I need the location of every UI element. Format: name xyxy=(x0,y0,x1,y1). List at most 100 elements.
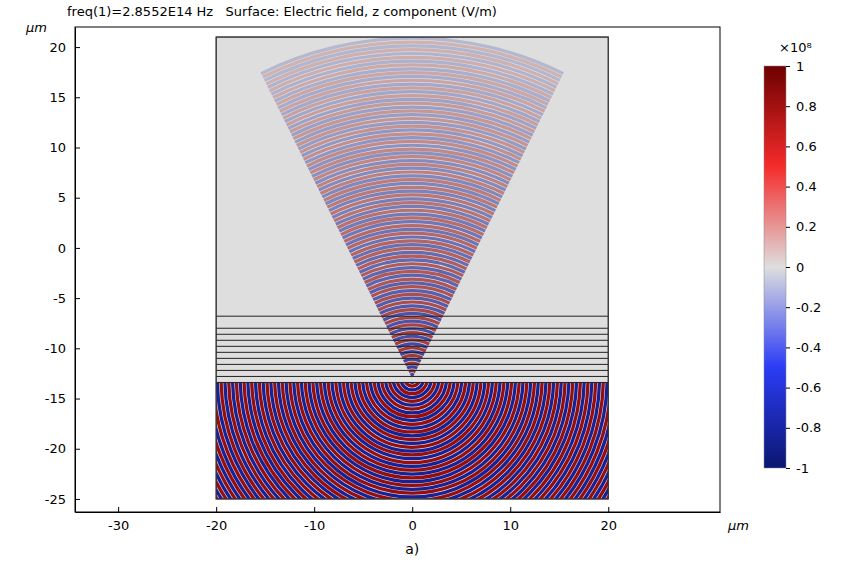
wavefront xyxy=(216,382,608,498)
layer-boundary xyxy=(216,358,608,359)
colorbar-tick: 0.4 xyxy=(786,179,817,194)
x-tick-label: -10 xyxy=(304,518,325,533)
y-axis-title: μm xyxy=(25,20,47,35)
chart: -30-20-1001020-25-20-15-10-505101520freq… xyxy=(0,0,862,564)
wavefront xyxy=(244,382,580,498)
wavefront xyxy=(347,232,477,250)
wavefront xyxy=(252,382,573,498)
colorbar-tick-label: -1 xyxy=(796,461,809,476)
x-axis: -30 -20 -10 0 10 20 xyxy=(76,507,721,533)
title: freq(1)=2.8552E14 Hz Surface: Electric f… xyxy=(67,4,497,19)
x-tick: 20 xyxy=(600,507,617,533)
wavefront xyxy=(406,365,418,369)
x-axis-title: μm xyxy=(727,518,749,533)
x-tick-mark xyxy=(314,507,315,512)
wavefront xyxy=(216,382,608,498)
y-tick-mark xyxy=(75,198,80,199)
x-tick: -10 xyxy=(304,507,325,533)
wavefront xyxy=(216,382,608,498)
y-tick: -25 xyxy=(45,492,80,507)
y-axis-line xyxy=(75,28,76,513)
wavefront xyxy=(262,40,562,78)
colorbar-tick-mark xyxy=(786,307,790,308)
wavefront xyxy=(400,350,425,356)
y-tick: -10 xyxy=(45,341,80,356)
wavefront xyxy=(363,382,462,428)
wavefront xyxy=(216,382,608,498)
colorbar-tick-mark xyxy=(786,227,790,228)
y-tick-label: 5 xyxy=(58,190,66,205)
colorbar-tick: -0.6 xyxy=(786,380,821,395)
wavefront xyxy=(354,247,471,264)
wavefront xyxy=(298,121,527,151)
wavefront xyxy=(216,382,608,498)
x-tick-mark xyxy=(412,507,413,512)
wavefront xyxy=(259,382,565,498)
y-tick-label: 15 xyxy=(49,90,66,105)
y-tick: 0 xyxy=(58,241,80,256)
wave-pattern xyxy=(216,382,608,498)
x-tick-mark xyxy=(608,507,609,512)
x-axis-line xyxy=(76,512,721,513)
wavefront xyxy=(294,113,530,143)
wavefront xyxy=(401,382,424,389)
wavefront xyxy=(216,382,608,498)
y-tick-label: -25 xyxy=(45,492,66,507)
wavefront xyxy=(301,128,523,157)
x-tick-mark xyxy=(216,507,217,512)
y-tick-mark xyxy=(75,248,80,249)
wavefront xyxy=(359,382,466,432)
layer-boundary xyxy=(216,346,608,347)
y-tick: -20 xyxy=(45,441,80,456)
wavefront xyxy=(296,117,528,147)
y-tick-mark xyxy=(75,47,80,48)
wavefront xyxy=(225,382,600,498)
colorbar-tick-mark xyxy=(786,106,790,107)
wave-pattern xyxy=(260,37,564,376)
colorbar-tick-mark xyxy=(786,267,790,268)
x-tick: 0 xyxy=(409,507,417,533)
colorbar-axis: -1-0.8-0.6-0.4-0.200.20.40.60.81 xyxy=(786,59,821,476)
wavefront xyxy=(397,382,428,393)
wavefront xyxy=(299,125,524,154)
y-tick-mark xyxy=(75,449,80,450)
colorbar-tick-mark xyxy=(786,468,790,469)
wavefront xyxy=(216,382,608,498)
colorbar-tick-label: 0.8 xyxy=(796,99,817,114)
x-tick: -30 xyxy=(108,507,129,533)
x-tick-label: -20 xyxy=(206,518,227,533)
colorbar-tick: 0.6 xyxy=(786,139,817,154)
colorbar-tick: 1 xyxy=(786,59,804,74)
layer-boundary xyxy=(216,352,608,353)
wavefront xyxy=(255,382,568,498)
wavefront xyxy=(349,235,476,253)
colorbar-tick: 0.2 xyxy=(786,219,817,234)
colorbar-tick-label: 1 xyxy=(796,59,804,74)
colorbar-tick-mark xyxy=(786,347,790,348)
x-tick: 10 xyxy=(502,507,519,533)
colorbar-tick-label: 0.6 xyxy=(796,139,817,154)
layer-boundary xyxy=(216,328,608,329)
wavefront xyxy=(324,382,500,466)
wavefront xyxy=(352,243,472,260)
wavefront xyxy=(405,382,420,386)
x-tick-label: 10 xyxy=(502,518,519,533)
y-tick-mark xyxy=(75,499,80,500)
wavefront xyxy=(236,382,588,498)
colorbar-tick: 0.8 xyxy=(786,99,817,114)
y-tick-label: -20 xyxy=(45,441,66,456)
wavefront xyxy=(217,382,607,498)
y-tick-label: -15 xyxy=(45,391,66,406)
y-tick-label: 10 xyxy=(49,140,66,155)
colorbar-tick: 0 xyxy=(786,260,804,275)
field xyxy=(175,37,649,512)
y-tick-mark xyxy=(75,298,80,299)
y-tick: 20 xyxy=(49,40,80,55)
colorbar-tick-label: -0.2 xyxy=(796,300,821,315)
wavefront xyxy=(350,239,474,256)
layer-boundary xyxy=(216,334,608,335)
y-tick: 5 xyxy=(58,190,80,205)
y-tick-mark xyxy=(75,348,80,349)
colorbar xyxy=(764,66,786,468)
colorbar-tick-mark xyxy=(786,388,790,389)
